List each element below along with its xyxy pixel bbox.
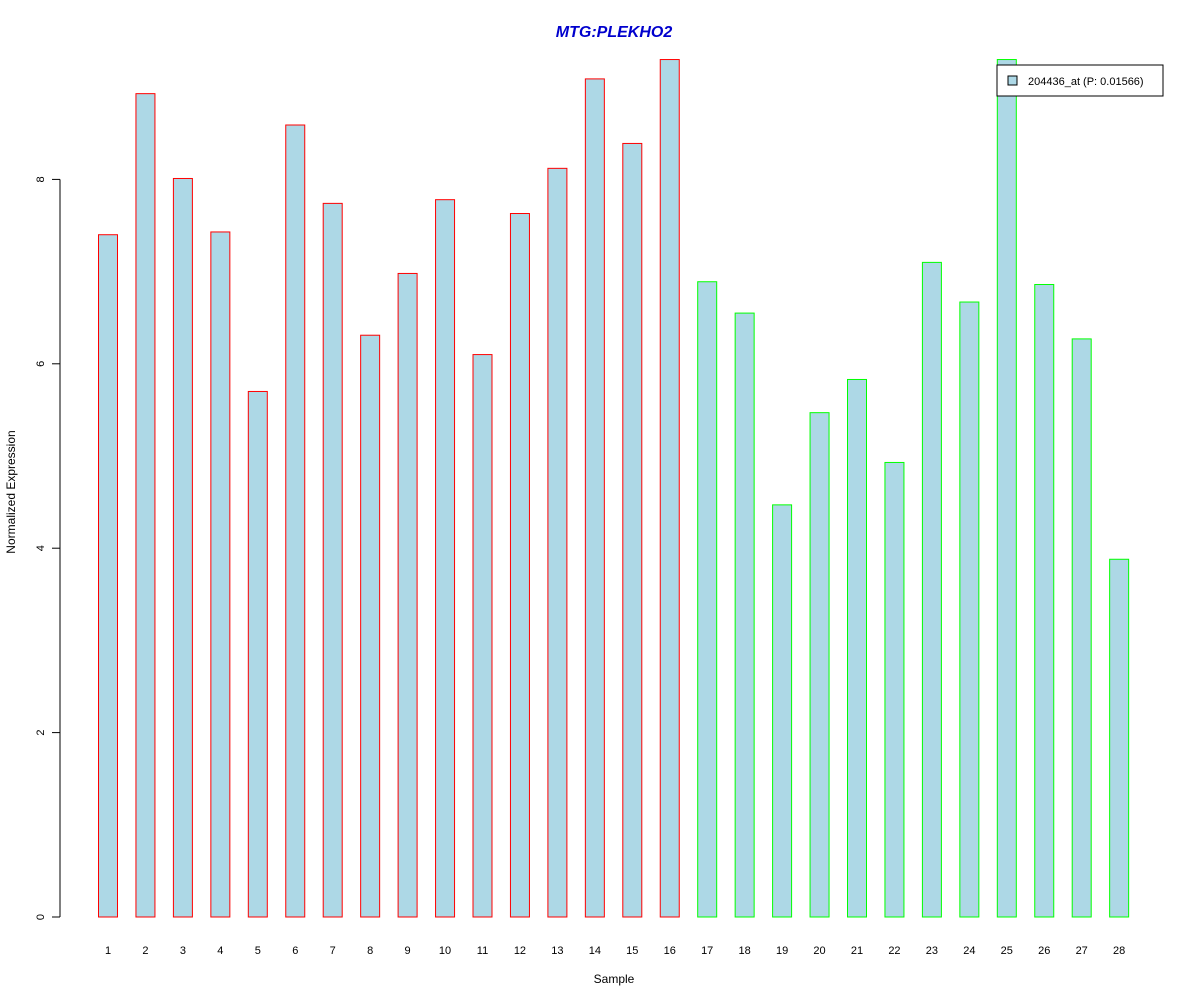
chart-title: MTG:PLEKHO2: [556, 24, 673, 41]
x-tick-label: 3: [180, 945, 186, 957]
x-tick-label: 7: [330, 945, 336, 957]
x-tick-label: 21: [851, 945, 863, 957]
x-tick-label: 4: [217, 945, 223, 957]
bar-18: [734, 312, 755, 918]
bar-20: [809, 412, 830, 918]
x-tick-label: 26: [1038, 945, 1050, 957]
legend-swatch: [1007, 75, 1018, 86]
x-tick-label: 20: [813, 945, 825, 957]
bar-6: [285, 124, 306, 918]
legend-box: [996, 64, 1164, 97]
y-axis: 0 2 4 6 8: [35, 176, 61, 920]
bar-1: [98, 234, 118, 918]
x-tick-label: 14: [589, 945, 601, 957]
bar-27: [1071, 338, 1092, 918]
x-tick-label: 25: [1001, 945, 1013, 957]
bar-26: [1034, 284, 1055, 918]
x-axis-title: Sample: [594, 972, 635, 986]
x-tick-label: 15: [626, 945, 638, 957]
x-tick-label: 10: [439, 945, 451, 957]
legend: 204436_at (P: 0.01566): [996, 64, 1164, 97]
bar-15: [622, 142, 643, 918]
bar-4: [210, 231, 231, 918]
bar-23: [921, 261, 942, 918]
legend-label: 204436_at (P: 0.01566): [1028, 76, 1144, 88]
bar-8: [360, 334, 381, 918]
x-tick-label: 5: [255, 945, 261, 957]
x-tick-label: 17: [701, 945, 713, 957]
bar-12: [509, 213, 530, 918]
x-tick-label: 6: [292, 945, 298, 957]
x-tick-label: 1: [105, 945, 111, 957]
bar-13: [547, 167, 568, 918]
bar-14: [584, 78, 605, 918]
bar-10: [435, 199, 456, 918]
y-tick-label: 2: [35, 730, 47, 736]
bar-9: [397, 272, 418, 918]
x-tick-label: 2: [142, 945, 148, 957]
x-tick-label: 12: [514, 945, 526, 957]
x-tick-label: 24: [963, 945, 975, 957]
bar-28: [1109, 558, 1130, 918]
bar-7: [322, 202, 343, 918]
bar-24: [959, 301, 980, 918]
y-axis-title: Normalized Expression: [4, 430, 18, 553]
x-tick-label: 13: [551, 945, 563, 957]
bar-22: [884, 461, 905, 918]
y-tick-label: 0: [35, 914, 47, 920]
x-tick-labels: 1 2 3 4 5 6 7 8 9 10 11 12 13 14 15 16 17 18 19 20 21 22 23 24 2…: [105, 945, 1125, 957]
x-tick-label: 19: [776, 945, 788, 957]
y-tick-label: 4: [35, 545, 47, 551]
bar-17: [697, 281, 718, 918]
y-tick-label: 6: [35, 361, 47, 367]
bar-11: [472, 354, 493, 918]
bar-16: [659, 59, 680, 918]
bar-19: [772, 504, 793, 918]
x-tick-label: 27: [1076, 945, 1088, 957]
bars-group: [98, 59, 1130, 918]
y-tick-label: 8: [35, 176, 47, 182]
bar-21: [847, 378, 867, 918]
bar-5: [247, 390, 268, 918]
x-tick-label: 8: [367, 945, 373, 957]
x-tick-label: 16: [664, 945, 676, 957]
bar-25: [996, 59, 1017, 918]
x-tick-label: 9: [405, 945, 411, 957]
x-tick-label: 18: [739, 945, 751, 957]
x-tick-label: 23: [926, 945, 938, 957]
bar-2: [135, 93, 156, 918]
x-tick-label: 28: [1113, 945, 1125, 957]
x-tick-label: 22: [888, 945, 900, 957]
bar-3: [172, 177, 193, 918]
x-tick-label: 11: [477, 945, 488, 957]
